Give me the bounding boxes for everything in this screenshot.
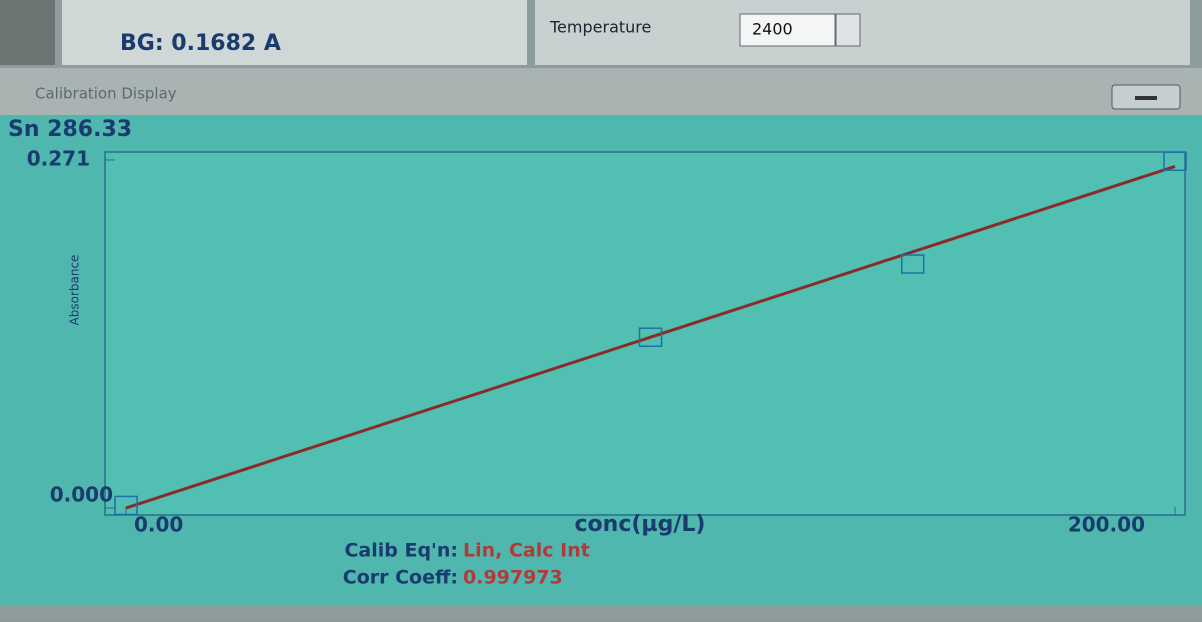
equation-label: Calib Eq'n: <box>344 540 458 562</box>
y-tick-label: 0.000 <box>50 483 113 507</box>
temperature-label: Temperature <box>549 18 651 37</box>
y-tick-label: 0.271 <box>27 147 90 171</box>
y-axis-label: Absorbance <box>68 255 82 326</box>
title-bar <box>0 68 1202 115</box>
x-tick-label: 200.00 <box>1068 513 1145 537</box>
chart-title: Sn 286.33 <box>8 117 132 142</box>
x-tick-label: 0.00 <box>134 513 183 537</box>
bg-value: BG: 0.1682 A <box>120 31 281 56</box>
temperature-spinner[interactable] <box>836 14 860 46</box>
equation: Lin, Calc Int <box>463 540 590 562</box>
x-axis-label: conc(µg/L) <box>575 512 706 537</box>
screen: BG: 0.1682 A Temperature 2400 Calibratio… <box>0 0 1202 618</box>
minimize-icon <box>1135 96 1157 100</box>
temperature-value: 2400 <box>752 20 793 39</box>
side-panel <box>0 0 55 65</box>
corr-label: Corr Coeff: <box>343 567 458 589</box>
window-title: Calibration Display <box>35 85 177 103</box>
corr-value: 0.997973 <box>463 567 563 589</box>
